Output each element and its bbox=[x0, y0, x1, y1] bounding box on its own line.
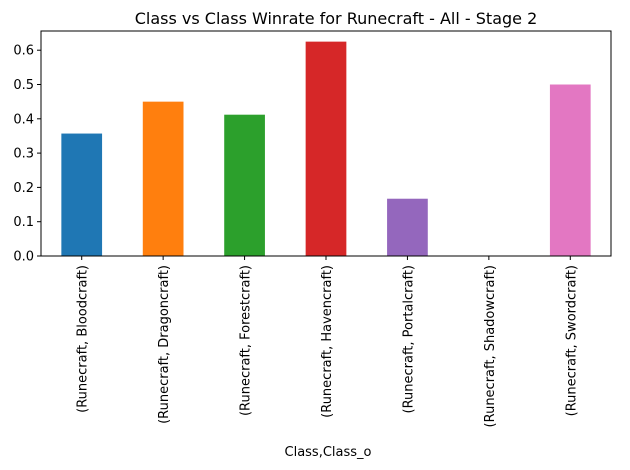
chart-title: Class vs Class Winrate for Runecraft - A… bbox=[135, 9, 538, 28]
x-tick-label: (Runecraft, Shadowcraft) bbox=[483, 265, 498, 427]
x-tick-label: (Runecraft, Bloodcraft) bbox=[76, 265, 91, 413]
x-tick-label: (Runecraft, Portalcraft) bbox=[401, 265, 416, 414]
x-tick-label: (Runecraft, Havencraft) bbox=[320, 265, 335, 418]
x-tick-label: (Runecraft, Forestcraft) bbox=[239, 265, 254, 416]
y-tick-label: 0.0 bbox=[13, 250, 34, 265]
bar-5 bbox=[387, 198, 428, 256]
bars-layer bbox=[61, 41, 591, 256]
bar-3 bbox=[224, 114, 265, 256]
y-tick-label: 0.3 bbox=[13, 147, 34, 162]
x-tick-label: (Runecraft, Dragoncraft) bbox=[157, 265, 172, 424]
y-tick-label: 0.2 bbox=[13, 181, 34, 196]
y-tick-label: 0.4 bbox=[13, 112, 34, 127]
x-axis-label: Class,Class_o bbox=[285, 445, 372, 460]
y-tick-label: 0.5 bbox=[13, 78, 34, 93]
plot-frame bbox=[40, 30, 612, 257]
y-tick-label: 0.1 bbox=[13, 215, 34, 230]
bar-2 bbox=[142, 101, 184, 256]
y-tick-label: 0.6 bbox=[13, 44, 34, 59]
x-axis: (Runecraft, Bloodcraft) (Runecraft, Drago… bbox=[76, 256, 579, 427]
bar-1 bbox=[61, 133, 103, 256]
bar-7 bbox=[549, 84, 591, 256]
y-axis: 0.0 0.1 0.2 0.3 0.4 0.5 0.6 bbox=[13, 44, 41, 265]
bar-4 bbox=[305, 41, 347, 256]
x-tick-label: (Runecraft, Swordcraft) bbox=[564, 265, 579, 416]
